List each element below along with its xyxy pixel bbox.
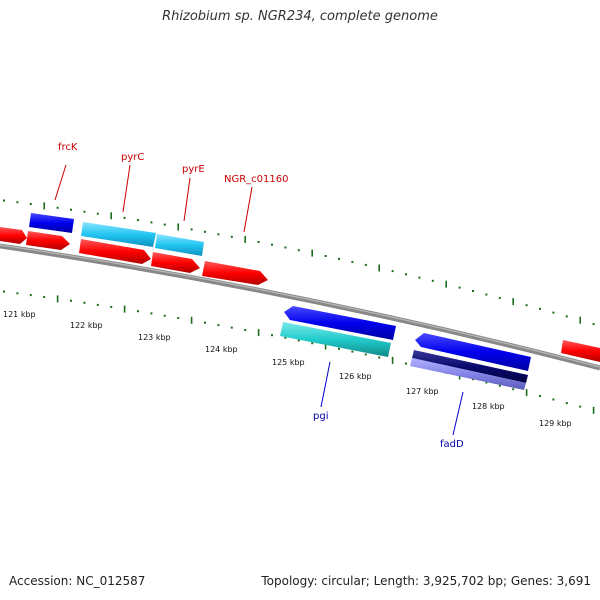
genome-stats: Topology: circular; Length: 3,925,702 bp… [261, 574, 591, 588]
callout-line-pgi [320, 361, 331, 408]
scale-label: 128 kbp [472, 402, 505, 411]
gene-label-pgi: pgi [313, 411, 328, 422]
gene-arrow-reverse[interactable] [415, 333, 531, 371]
gene-box-frcK[interactable] [29, 213, 74, 233]
scale-label: 129 kbp [539, 419, 572, 428]
gene-arrow-forward[interactable] [561, 340, 600, 362]
gene-arrow-forward[interactable] [202, 261, 268, 285]
tick-marks-upper [3, 199, 595, 326]
gene-label-pyrC: pyrC [121, 152, 144, 163]
gene-arrow-forward[interactable] [79, 239, 151, 264]
scale-label: 124 kbp [205, 345, 238, 354]
genome-title: Rhizobium sp. NGR234, complete genome [162, 9, 438, 24]
gene-box-pyrC[interactable] [81, 222, 156, 247]
gene-box-pyrE[interactable] [155, 234, 204, 256]
gene-label-NGR_c01160: NGR_c01160 [224, 174, 289, 185]
gene-box-fadD-secondary[interactable] [410, 358, 526, 390]
gene-label-fadD: fadD [440, 439, 464, 450]
genome-backbone-highlight [0, 244, 600, 368]
accession-label: Accession: NC_012587 [9, 574, 146, 588]
scale-label: 123 kbp [138, 333, 171, 342]
scale-label: 125 kbp [272, 358, 305, 367]
gene-box-fadD[interactable] [412, 350, 528, 383]
callout-line-pyrE [183, 177, 191, 222]
scale-label: 122 kbp [70, 321, 103, 330]
callout-line-frcK [54, 164, 67, 201]
scale-label: 127 kbp [406, 387, 439, 396]
callout-line-fadD [452, 391, 464, 436]
callout-line-pyrC [122, 164, 131, 213]
scale-label: 121 kbp [3, 310, 36, 319]
gene-arrow-reverse[interactable] [284, 306, 396, 340]
gene-label-frcK: frcK [58, 142, 78, 153]
gene-box-pgi[interactable] [280, 322, 391, 357]
gene-label-pyrE: pyrE [182, 164, 205, 175]
tick-marks-lower [3, 290, 595, 414]
gene-arrow-forward[interactable] [0, 227, 27, 244]
gene-arrow-forward[interactable] [151, 252, 200, 273]
scale-label: 126 kbp [339, 372, 372, 381]
genome-backbone [0, 243, 600, 371]
gene-arrow-forward[interactable] [26, 231, 70, 250]
callout-line-NGR_c01160 [243, 186, 253, 233]
